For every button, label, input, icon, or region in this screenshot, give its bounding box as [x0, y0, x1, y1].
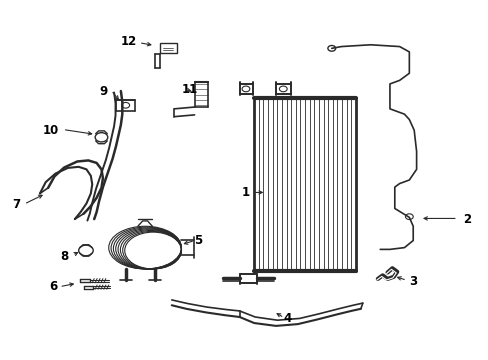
Text: 7: 7 [12, 198, 20, 211]
Text: 1: 1 [241, 186, 249, 199]
FancyBboxPatch shape [160, 43, 176, 53]
Text: 3: 3 [408, 275, 417, 288]
Text: 10: 10 [43, 124, 59, 137]
Text: 12: 12 [121, 35, 137, 49]
Text: 4: 4 [283, 312, 291, 325]
Text: 11: 11 [181, 83, 197, 96]
Text: 8: 8 [61, 250, 69, 263]
Text: 5: 5 [193, 234, 202, 247]
Text: 6: 6 [49, 280, 58, 293]
Text: 2: 2 [462, 213, 470, 226]
Text: 9: 9 [100, 85, 107, 98]
